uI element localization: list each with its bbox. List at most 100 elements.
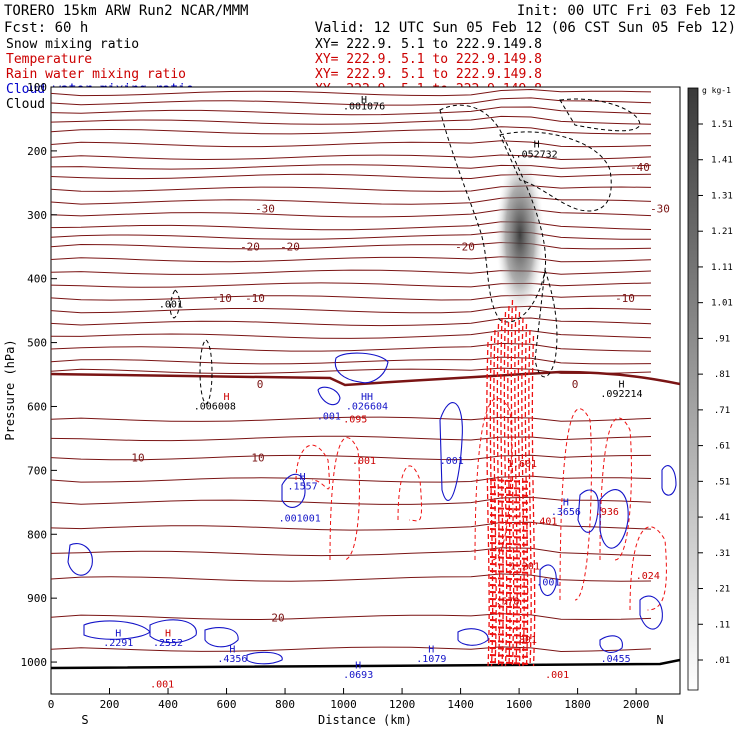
rain-water-contour xyxy=(489,535,531,539)
temperature-contour xyxy=(51,185,652,192)
x-axis: 0 200 400 600 800 1000 1200 1400 1600 1800 2000 xyxy=(48,688,650,711)
cloud-water-contour xyxy=(539,564,557,597)
y-tick-label: 900 xyxy=(27,592,47,605)
y-axis-label: Pressure (hPa) xyxy=(3,339,17,440)
rain-water-contour xyxy=(500,317,504,667)
contour-annotation: .401 xyxy=(533,517,557,528)
contour-annotation: H xyxy=(300,472,306,483)
colorbar: g kg-1 1.51 1.41 1.31 1.21 1.11 1.01 .91 .81 .71… xyxy=(687,86,733,691)
colorbar-tick-label: .61 xyxy=(714,442,730,452)
y-axis: 100 200 300 400 500 600 700 800 900 1000 xyxy=(21,81,57,669)
cloud-ice-contour xyxy=(439,104,547,323)
cloud-water-contour xyxy=(246,651,283,665)
rain-water-contour xyxy=(489,493,531,497)
temperature-contour xyxy=(51,208,652,218)
contour-annotation: .001 xyxy=(352,456,376,467)
x-tick-label: 1200 xyxy=(389,698,416,711)
contour-annotation: .0455 xyxy=(601,654,631,665)
temperature-contour xyxy=(51,282,652,288)
temperature-contour xyxy=(51,106,652,116)
colorbar-tick-label: 1.21 xyxy=(711,227,733,237)
cloud-ice-contours xyxy=(169,98,641,405)
contour-annotation: H xyxy=(165,628,171,639)
freezing-level-line xyxy=(51,370,680,387)
contour-annotation: .1557 xyxy=(288,482,318,493)
contour-annotation: .1079 xyxy=(416,654,446,665)
contour-annotation: .001001 xyxy=(279,513,321,524)
temperature-contour xyxy=(51,573,652,582)
temperature-contour xyxy=(51,173,652,180)
contour-annotation: .095 xyxy=(343,414,367,425)
contour-annotation: .092214 xyxy=(600,389,642,400)
temperature-contour xyxy=(51,646,652,653)
x-tick-label: 2000 xyxy=(623,698,650,711)
colorbar-tick-label: .71 xyxy=(714,406,730,416)
x-axis-label: Distance (km) xyxy=(318,713,412,727)
y-tick-label: 500 xyxy=(27,337,47,350)
contour-annotation: .2552 xyxy=(153,638,183,649)
forecast-hour: Fcst: 60 h xyxy=(4,20,88,36)
rain-water-contour xyxy=(489,577,531,581)
cloud-water-contour xyxy=(599,635,623,653)
field-cross-section-line: XY= 222.9. 5.1 to 222.9.149.8 xyxy=(315,37,542,52)
contour-annotation: .001 xyxy=(317,411,341,422)
x-tick-label: 1400 xyxy=(447,698,474,711)
y-tick-label: 400 xyxy=(27,273,47,286)
temperature-contour xyxy=(51,547,652,557)
rain-water-contour xyxy=(510,299,515,667)
x-tick-label: 1600 xyxy=(506,698,533,711)
contour-annotation: .001 xyxy=(159,299,183,310)
contour-annotation: .0693 xyxy=(343,670,373,681)
rain-water-contour xyxy=(474,397,512,561)
colorbar-tick-label: 1.51 xyxy=(711,120,733,130)
rain-water-contour xyxy=(489,514,531,518)
contour-annotation: .001 xyxy=(440,456,464,467)
contour-annotation: .3656 xyxy=(551,507,581,518)
x-tick-label: 400 xyxy=(158,698,178,711)
rain-water-contour xyxy=(486,341,490,667)
contour-annotation: H xyxy=(115,628,121,639)
contour-annotation: H xyxy=(563,498,569,509)
colorbar-tick-label: .41 xyxy=(714,513,730,523)
rain-water-contour xyxy=(489,542,531,546)
x-axis-right-end: N xyxy=(656,713,663,727)
field-legend-item: Rain water mixing ratio xyxy=(6,67,186,82)
temperature-contour xyxy=(51,330,652,339)
y-tick-label: 800 xyxy=(27,528,47,541)
contour-annotation: H xyxy=(534,140,540,151)
rain-water-contour xyxy=(489,591,531,595)
colorbar-tick-label: 1.11 xyxy=(711,263,733,273)
contour-annotation: .024 xyxy=(636,571,660,582)
contour-annotation: .936 xyxy=(595,507,619,518)
temperature-contour xyxy=(51,231,652,240)
rain-water-contour xyxy=(489,640,531,644)
rain-water-contour xyxy=(489,598,531,602)
rain-water-contours xyxy=(295,299,667,667)
rain-water-contour xyxy=(507,305,511,667)
cloud-water-contour xyxy=(317,386,341,406)
temperature-contour-label: 0 xyxy=(257,378,264,391)
rain-water-contour xyxy=(489,507,531,511)
rain-water-contour xyxy=(489,556,531,560)
field-legend-item: Snow mixing ratio xyxy=(6,37,139,52)
rain-water-contour xyxy=(489,521,531,525)
contour-annotation: H xyxy=(361,95,367,106)
colorbar-tick-label: .51 xyxy=(714,477,730,487)
colorbar-tick-label: 1.31 xyxy=(711,191,733,201)
rain-water-contour xyxy=(629,526,667,611)
rain-water-contour xyxy=(489,619,531,623)
cloud-water-contour xyxy=(577,489,599,533)
x-tick-label: 800 xyxy=(275,698,295,711)
y-tick-label: 100 xyxy=(27,81,47,94)
contour-annotation: H xyxy=(428,644,434,655)
colorbar-tick-label: .31 xyxy=(714,549,730,559)
rain-water-contour xyxy=(489,633,531,637)
cloud-water-contour xyxy=(281,473,306,508)
rain-water-contour xyxy=(514,305,518,667)
rain-water-contour xyxy=(531,335,536,667)
temperature-contour xyxy=(51,154,652,161)
temperature-contour xyxy=(51,88,652,97)
temperature-contour-label: -20 xyxy=(455,241,475,254)
